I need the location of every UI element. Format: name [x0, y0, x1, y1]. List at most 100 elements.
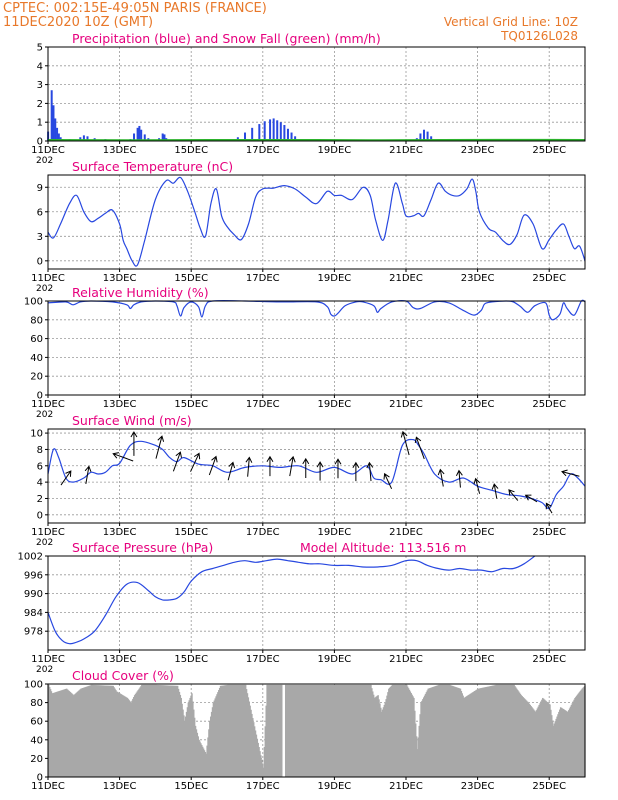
cloud-bar — [290, 684, 293, 777]
cloud-bar — [56, 691, 58, 777]
precip-bar — [258, 124, 261, 141]
cloud-bar — [113, 687, 115, 777]
cloud-bar — [574, 697, 576, 777]
cloud-bar — [338, 684, 341, 777]
cloud-bar — [217, 692, 219, 777]
cloud-bar — [116, 691, 118, 777]
cloud-bar — [273, 684, 276, 777]
cloud-bar — [461, 693, 463, 777]
cloud-bar — [308, 684, 310, 777]
cloud-bar — [529, 704, 532, 777]
y-tick-label: 1 — [37, 118, 43, 129]
x-tick-label: 25DEC — [532, 399, 566, 410]
cloud-bar — [441, 684, 444, 777]
cloud-bar — [212, 702, 215, 777]
cloud-bar — [546, 702, 549, 777]
cloud-bar — [58, 690, 61, 777]
cloud-bar — [67, 690, 70, 777]
cloud-bar — [255, 734, 258, 777]
x-tick-label: 13DEC — [103, 273, 137, 284]
cloud-bar — [388, 687, 391, 777]
y-tick-label: 0 — [37, 391, 43, 402]
cloud-gap — [282, 684, 285, 777]
cloud-bar — [213, 700, 216, 777]
cloud-bar — [169, 685, 172, 777]
cloud-bar — [541, 699, 543, 777]
cloud-bar — [278, 684, 281, 777]
y-tick-label: 2 — [37, 494, 43, 505]
cloud-bar — [209, 721, 211, 777]
cloud-bar — [190, 695, 192, 777]
x-tick-label: 11DEC — [31, 527, 65, 538]
cloud-bar — [55, 692, 57, 777]
cloud-bar — [156, 684, 158, 777]
cloud-bar — [159, 685, 162, 777]
precip-bar — [283, 125, 286, 141]
x-tick-label: 11DEC — [31, 145, 65, 156]
cloud-bar — [80, 688, 82, 777]
cloud-bar — [302, 684, 304, 777]
cloud-bar — [305, 684, 308, 777]
cloud-bar — [105, 685, 107, 777]
cloud-bar — [421, 700, 423, 777]
cloud-bar — [78, 690, 80, 777]
cloud-bar — [468, 694, 471, 777]
cloud-bar — [430, 687, 432, 777]
wind-arrow — [155, 435, 165, 459]
cloud-bar — [125, 697, 128, 777]
cloud-bar — [99, 685, 101, 777]
cloud-bar — [367, 684, 370, 777]
cloud-bar — [358, 684, 361, 777]
y-tick-label: 4 — [37, 61, 43, 72]
cloud-bar — [436, 685, 438, 777]
cloud-bar — [309, 684, 311, 777]
cloud-bar — [277, 684, 279, 777]
cloud-bar — [160, 685, 163, 777]
cloud-bar — [512, 684, 514, 777]
cloud-bar — [406, 684, 408, 777]
cloud-bar — [476, 689, 479, 777]
x-tick-label: 11DEC — [31, 273, 65, 284]
wind-arrow — [60, 470, 72, 486]
cloud-bar — [51, 693, 54, 777]
cloud-bar — [144, 684, 147, 777]
cloud-bar — [363, 684, 366, 777]
cloud-bar — [499, 684, 501, 777]
cloud-bar — [571, 703, 574, 777]
cloud-bar — [175, 685, 178, 777]
cloud-bar — [513, 684, 515, 777]
cloud-bar — [201, 745, 203, 777]
cloud-bar — [124, 696, 127, 777]
cloud-bar — [534, 711, 537, 777]
y-tick-label: 996 — [24, 570, 43, 581]
precip-bar — [50, 90, 53, 141]
cloud-bar — [401, 684, 404, 777]
grid-note: Vertical Grid Line: 10Z — [444, 15, 578, 29]
cloud-bar — [133, 697, 135, 777]
wind-arrow — [288, 455, 296, 477]
cloud-bar — [254, 730, 257, 777]
precip-bar — [86, 136, 89, 141]
cloud-bar — [247, 697, 250, 777]
cloud-bar — [329, 684, 331, 777]
cloud-bar — [334, 684, 336, 777]
y-tick-label: 8 — [37, 445, 43, 456]
y-tick-label: 0 — [37, 773, 43, 784]
cloud-bar — [138, 688, 140, 777]
cloud-bar — [208, 729, 210, 777]
cloud-bar — [520, 695, 523, 777]
cloud-bar — [281, 684, 284, 777]
cloud-bar — [555, 718, 557, 777]
cloud-bar — [324, 684, 327, 777]
cloud-bar — [423, 697, 425, 777]
y-tick-label: 0 — [37, 137, 43, 148]
cloud-bar — [53, 692, 55, 777]
x-tick-label: 21DEC — [389, 527, 423, 538]
cloud-bar — [203, 750, 206, 777]
x-tick-label: 15DEC — [174, 781, 208, 792]
cloud-bar — [145, 684, 148, 777]
cloud-bar — [73, 694, 76, 777]
cloud-bar — [96, 685, 98, 777]
cloud-bar — [526, 701, 529, 777]
cloud-bar — [533, 709, 535, 777]
